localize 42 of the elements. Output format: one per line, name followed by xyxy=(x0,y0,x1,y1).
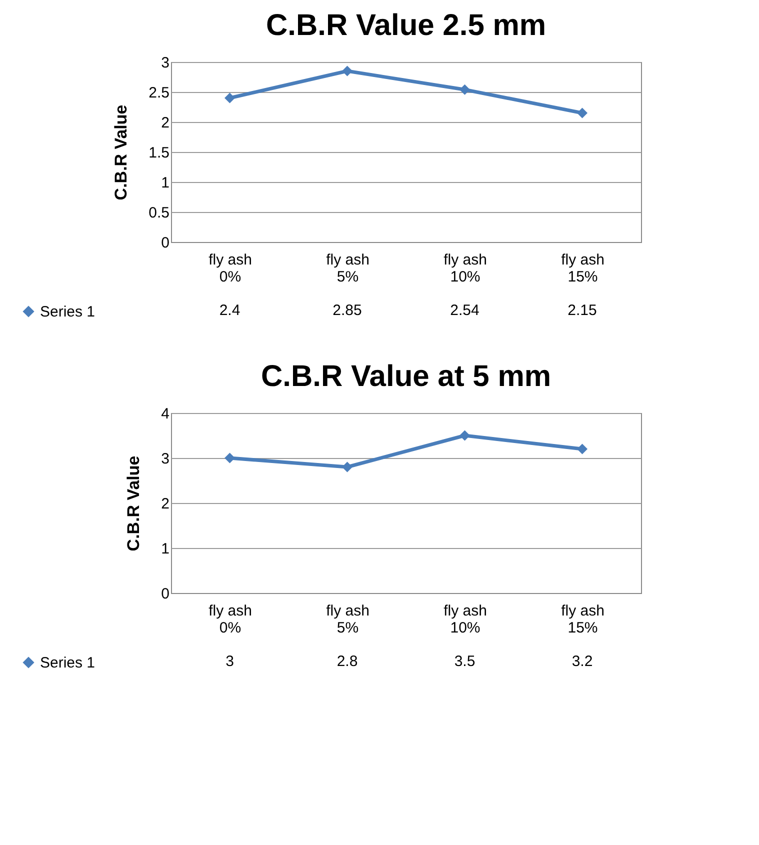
data-label: 2.85 xyxy=(332,302,362,319)
data-label: 2.8 xyxy=(336,653,358,670)
y-axis-title: C.B.R Value xyxy=(124,456,144,552)
y-tick-label: 2 xyxy=(161,496,170,512)
x-tick-label: fly ash 5% xyxy=(326,602,370,636)
x-tick-label: fly ash 0% xyxy=(208,252,252,286)
point xyxy=(460,430,470,441)
y-axis-title: C.B.R Value xyxy=(112,104,131,200)
x-tick-label: fly ash 5% xyxy=(326,252,370,286)
chart-title: C.B.R Value 2.5 mm xyxy=(266,9,546,42)
data-label: 2.15 xyxy=(568,302,597,319)
point xyxy=(577,444,588,454)
chart-title: C.B.R Value at 5 mm xyxy=(260,360,552,393)
data-label: 2.4 xyxy=(219,302,240,319)
data-label: 3.2 xyxy=(572,653,593,670)
y-tick-label: 1 xyxy=(161,540,170,558)
point xyxy=(577,108,588,118)
x-tick-label: fly ash 0% xyxy=(208,602,252,636)
x-tick-label: fly ash 15% xyxy=(561,602,604,636)
y-tick-label: 0 xyxy=(161,234,170,252)
data-label: 3.5 xyxy=(454,653,476,670)
y-tick-label: 3 xyxy=(161,450,170,468)
x-tick-label: fly ash 15% xyxy=(561,252,604,286)
data-label: 2.54 xyxy=(450,302,480,319)
x-tick-label: fly ash 10% xyxy=(444,252,487,286)
point xyxy=(224,92,235,104)
y-tick-label: 1.5 xyxy=(148,144,170,162)
point xyxy=(342,66,352,76)
legend-label: Series 1 xyxy=(40,304,96,320)
y-tick-label: 0.5 xyxy=(148,204,170,222)
legend-label: Series 1 xyxy=(40,654,96,672)
y-tick-label: 2.5 xyxy=(148,84,170,102)
y-tick-label: 0 xyxy=(161,586,170,602)
y-tick-label: 4 xyxy=(161,406,170,422)
x-tick-label: fly ash 10% xyxy=(444,602,487,636)
point xyxy=(224,452,235,464)
point xyxy=(342,462,352,472)
y-tick-label: 1 xyxy=(161,174,170,192)
y-tick-label: 2 xyxy=(161,114,170,132)
y-tick-label: 3 xyxy=(161,54,170,72)
data-label: 3 xyxy=(226,653,234,670)
point xyxy=(460,84,470,95)
